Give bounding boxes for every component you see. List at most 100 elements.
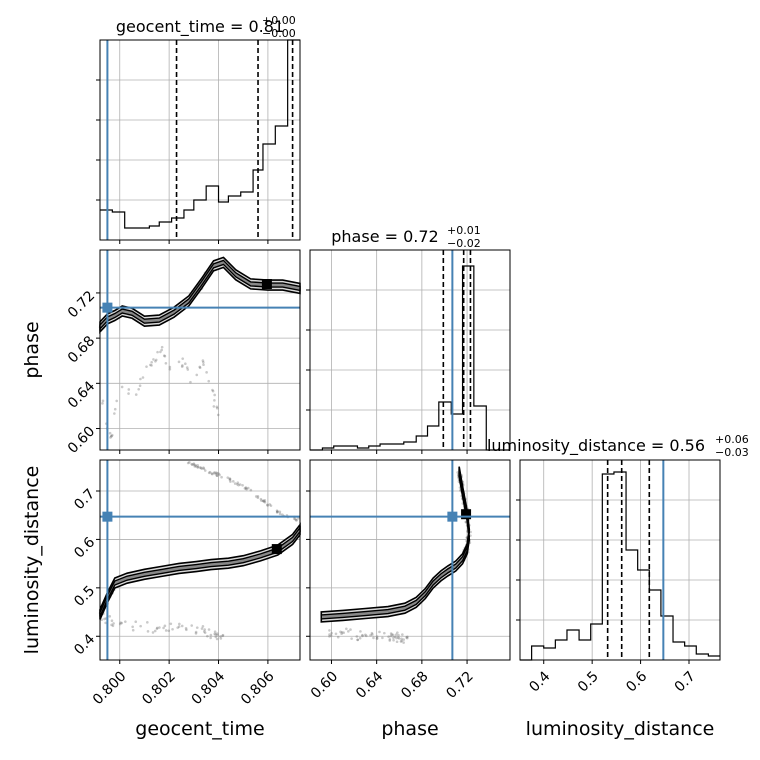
scatter-point (164, 362, 168, 365)
scatter-point (330, 631, 333, 635)
scatter-point (236, 482, 239, 486)
scatter-point (186, 368, 190, 371)
panel-frame (309, 249, 511, 451)
x-tick-label: 0.5 (575, 668, 602, 695)
scatter-point (210, 472, 214, 476)
scatter-point (110, 434, 113, 438)
scatter-point (456, 471, 459, 474)
scatter-point (214, 633, 217, 636)
x-axis-label-geocent-time: geocent_time (135, 718, 264, 740)
scatter-point (400, 637, 403, 641)
scatter-point (389, 634, 393, 638)
scatter-point (202, 630, 206, 633)
scatter-point (216, 633, 219, 637)
panel-phase-hist (306, 249, 511, 454)
scatter-point (154, 358, 158, 362)
scatter-point (202, 467, 206, 471)
scatter-point (198, 366, 202, 370)
scatter-point (243, 487, 247, 490)
x-axis-label-luminosity-distance: luminosity_distance (526, 718, 715, 740)
scatter-point (168, 367, 172, 371)
scatter-point (155, 627, 159, 630)
scatter-point (294, 517, 297, 521)
scatter-point (389, 632, 393, 635)
scatter-point (228, 477, 232, 481)
scatter-point (347, 630, 350, 633)
scatter-point (216, 413, 220, 417)
scatter-point (212, 405, 216, 408)
scatter-point (219, 635, 222, 638)
scatter-point (199, 466, 203, 470)
panel-frame (99, 459, 301, 661)
scatter-point (198, 466, 202, 469)
scatter-point (215, 471, 219, 475)
scatter-point (328, 635, 331, 638)
scatter-point (358, 636, 362, 640)
scatter-point (185, 366, 189, 369)
scatter-point (139, 624, 142, 628)
scatter-point (151, 631, 155, 634)
scatter-point (138, 384, 142, 388)
scatter-point (207, 471, 211, 475)
scatter-point (342, 631, 345, 635)
density-peak (271, 544, 282, 555)
density-peak (261, 279, 272, 290)
scatter-point (110, 619, 114, 623)
scatter-point (211, 389, 215, 393)
panel-geocent_time-vs-luminosity_distance: 0.800 0.802 0.804 0.806 0.4 0.5 0.6 0.7 (71, 459, 302, 708)
scatter-point (195, 373, 199, 377)
scatter-point (131, 628, 135, 632)
geocent-time-title-sup: +0.00 (262, 14, 296, 27)
x-tick-label: 0.4 (526, 668, 553, 695)
scatter-point (400, 639, 403, 643)
scatter-point (110, 433, 114, 437)
scatter-point (146, 630, 150, 633)
scatter-point (110, 623, 113, 627)
panel-frame (99, 39, 301, 241)
scatter-point (145, 365, 148, 368)
scatter-point (162, 354, 166, 357)
scatter-point (139, 377, 142, 381)
x-axis-label-phase: phase (381, 718, 438, 740)
scatter-point (266, 504, 269, 507)
scatter-point (402, 638, 405, 641)
scatter-point (213, 630, 217, 634)
density-peak (461, 509, 472, 520)
scatter-point (169, 622, 173, 626)
scatter-point (226, 476, 230, 479)
y-tick-label: 0.4 (71, 631, 98, 658)
scatter-point (180, 624, 184, 628)
scatter-point (359, 630, 362, 633)
scatter-point (108, 615, 112, 618)
x-tick-label: 0.6 (623, 668, 650, 695)
scatter-point (229, 480, 232, 483)
scatter-point (361, 634, 364, 638)
scatter-point (196, 465, 200, 469)
scatter-point (334, 632, 338, 636)
scatter-point (131, 625, 134, 629)
scatter-point (340, 632, 343, 636)
scatter-point (109, 436, 112, 439)
scatter-point (215, 474, 219, 478)
scatter-point (194, 632, 198, 635)
scatter-point (150, 364, 153, 367)
scatter-point (190, 462, 193, 466)
scatter-point (275, 509, 279, 512)
scatter-point (237, 483, 240, 487)
scatter-point (390, 633, 394, 636)
scatter-point (220, 475, 223, 479)
scatter-point (164, 629, 168, 632)
scatter-point (278, 510, 282, 514)
scatter-point (356, 638, 359, 642)
scatter-point (160, 345, 164, 349)
scatter-point (156, 350, 159, 354)
scatter-point (392, 638, 395, 642)
scatter-point (215, 405, 219, 409)
scatter-point (168, 365, 172, 369)
scatter-point (163, 624, 167, 628)
scatter-point (397, 636, 400, 639)
scatter-point (205, 371, 208, 374)
truth-marker (102, 302, 113, 313)
scatter-point (350, 637, 353, 640)
y-tick-label: 0.7 (71, 486, 98, 513)
